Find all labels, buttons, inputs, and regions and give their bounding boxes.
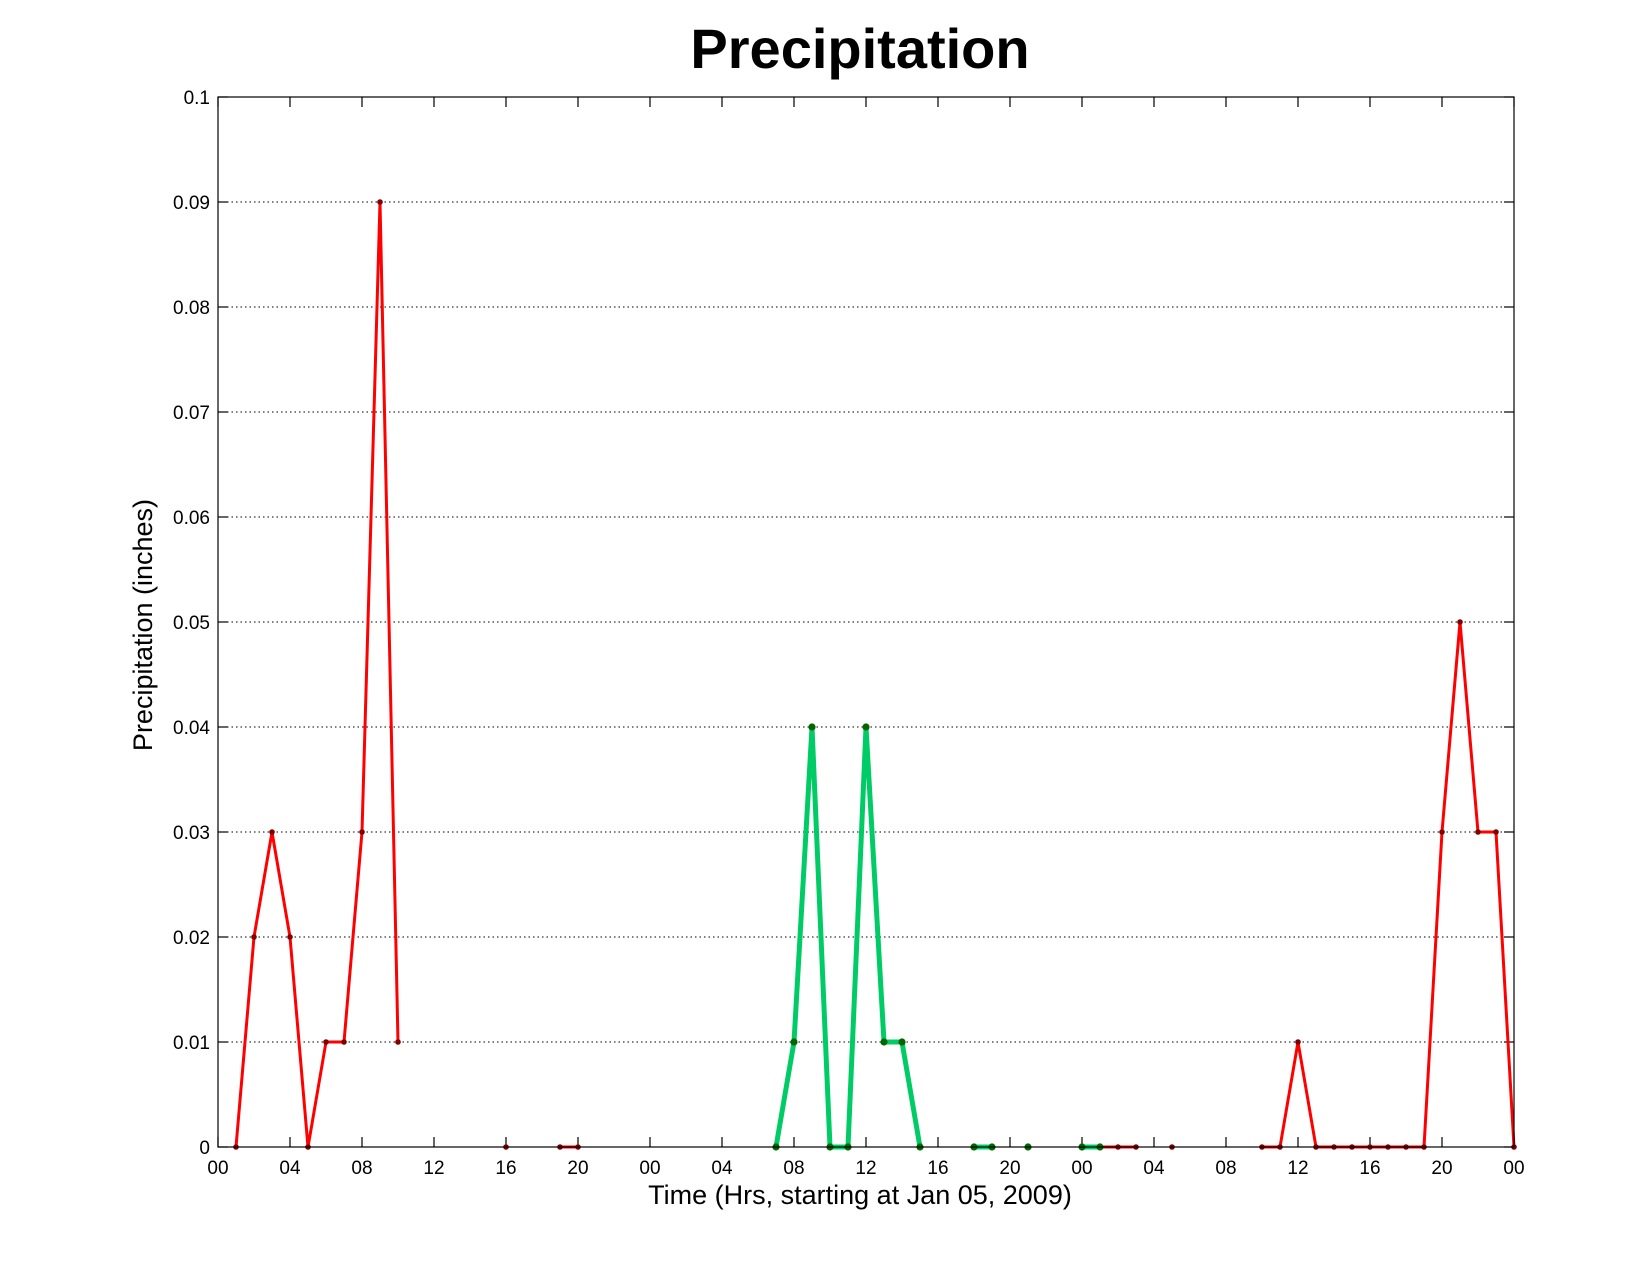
grid-lines: [218, 201, 1514, 1043]
x-tick-label: 08: [1215, 1158, 1236, 1179]
x-tick-label: 20: [567, 1158, 588, 1179]
x-tick-label: 04: [711, 1158, 733, 1179]
series-1-point: [269, 829, 275, 835]
y-tick-label: 0.04: [173, 718, 210, 739]
x-tick-label: 16: [927, 1158, 948, 1179]
series-1-point: [1457, 619, 1463, 625]
x-tick-label: 12: [1287, 1158, 1308, 1179]
x-tick-label: 00: [639, 1158, 660, 1179]
y-tick-label: 0.08: [173, 298, 210, 319]
y-tick-label: 0.09: [173, 193, 210, 214]
tick-labels: 0 0.01 0.02 0.03 0.04 0.05 0.06 0.07 0.08 0.09 0.1…: [173, 88, 1525, 1179]
series-1-line: [234, 200, 400, 1149]
data-series: [233, 199, 1517, 1151]
x-tick-label: 04: [1143, 1158, 1165, 1179]
series-1-point: [1475, 829, 1481, 835]
y-tick-label: 0.06: [173, 508, 210, 529]
series-1-point: [287, 934, 293, 940]
series-2-point: [790, 1038, 798, 1046]
x-tick-label: 04: [279, 1158, 301, 1179]
y-tick-label: 0.05: [173, 613, 210, 634]
series-1-point: [251, 934, 257, 940]
series-1-line: [1260, 620, 1516, 1149]
series-1-point: [359, 829, 365, 835]
x-tick-label: 08: [783, 1158, 804, 1179]
y-axis-label: Precipitation (inches): [128, 499, 158, 751]
series-1-point: [341, 1039, 347, 1045]
x-tick-label: 08: [351, 1158, 372, 1179]
y-tick-label: 0.1: [184, 88, 210, 109]
x-tick-label: 00: [1503, 1158, 1524, 1179]
y-tick-label: 0.07: [173, 403, 210, 424]
y-tick-label: 0.01: [173, 1033, 210, 1054]
y-tick-label: 0.02: [173, 928, 210, 949]
series-2-point: [898, 1038, 906, 1046]
series-1-point: [1439, 829, 1445, 835]
series-1-point: [395, 1039, 401, 1045]
x-tick-label: 12: [423, 1158, 444, 1179]
series-1-point: [1493, 829, 1499, 835]
x-tick-label: 16: [1359, 1158, 1380, 1179]
x-tick-label: 00: [207, 1158, 228, 1179]
x-tick-label: 20: [999, 1158, 1020, 1179]
series-1-point: [323, 1039, 329, 1045]
series-1-point: [1295, 1039, 1301, 1045]
x-tick-label: 00: [1071, 1158, 1092, 1179]
series-2-point: [808, 723, 816, 731]
x-tick-label: 20: [1431, 1158, 1452, 1179]
series-1-point: [377, 199, 383, 205]
x-tick-label: 12: [855, 1158, 876, 1179]
series-2-point: [880, 1038, 888, 1046]
y-tick-label: 0: [199, 1138, 210, 1159]
series-2-point: [862, 723, 870, 731]
x-tick-label: 16: [495, 1158, 516, 1179]
plot-frame: [217, 96, 1515, 1148]
chart-title: Precipitation: [690, 17, 1029, 80]
x-axis-label: Time (Hrs, starting at Jan 05, 2009): [648, 1180, 1072, 1210]
y-tick-label: 0.03: [173, 823, 210, 844]
